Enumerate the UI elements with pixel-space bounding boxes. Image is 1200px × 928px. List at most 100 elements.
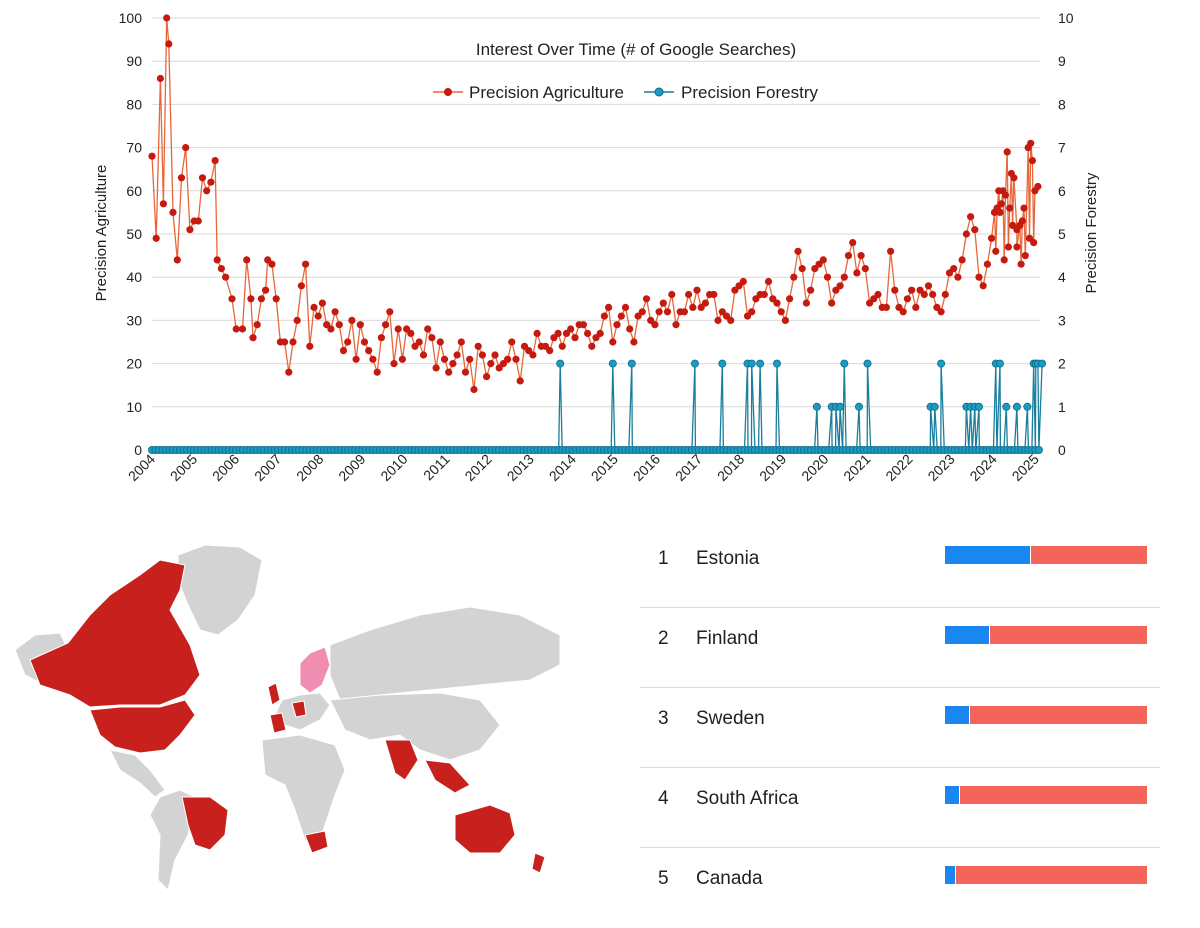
- agriculture-point: [491, 351, 499, 359]
- agriculture-point: [874, 290, 882, 299]
- x-tick-label: 2015: [588, 451, 621, 484]
- y-axis-right-label: Precision Forestry: [1083, 172, 1100, 293]
- agriculture-point: [365, 347, 373, 355]
- ranking-country: South Africa: [696, 788, 799, 809]
- agriculture-point: [339, 347, 348, 355]
- forestry-point: [937, 359, 946, 368]
- agriculture-point: [1030, 239, 1038, 247]
- agriculture-point: [844, 252, 853, 260]
- x-tick-label: 2004: [125, 451, 158, 484]
- agriculture-point: [428, 334, 436, 342]
- x-tick-label: 2018: [714, 451, 747, 484]
- y-tick-left-label: 80: [126, 96, 142, 112]
- agriculture-point: [727, 316, 735, 324]
- agriculture-point: [975, 273, 983, 281]
- ranking-share-bar: [945, 626, 1147, 644]
- agriculture-point: [857, 252, 865, 260]
- agriculture-point: [929, 290, 937, 299]
- forestry-point: [1038, 359, 1047, 368]
- agriculture-share-segment: [970, 706, 1147, 724]
- x-tick-label: 2016: [630, 451, 663, 484]
- agriculture-point: [348, 316, 356, 324]
- row-divider: [640, 607, 1160, 608]
- agriculture-point: [748, 308, 756, 316]
- agriculture-point: [638, 308, 646, 316]
- y-tick-left-label: 10: [126, 399, 142, 415]
- map-region-africa: [261, 734, 346, 846]
- y-axis-left-ticks: 0 10 20 30 40 50 60 70 80 90 100: [119, 10, 143, 458]
- agriculture-point: [302, 260, 310, 268]
- y-tick-left-label: 100: [119, 10, 143, 26]
- agriculture-point: [971, 226, 979, 234]
- agriculture-point: [483, 373, 491, 381]
- agriculture-point: [344, 338, 352, 346]
- x-tick-label: 2007: [251, 451, 284, 484]
- agriculture-point: [979, 282, 987, 290]
- agriculture-point: [997, 200, 1005, 208]
- agriculture-point: [377, 334, 385, 342]
- agriculture-point: [626, 325, 634, 333]
- agriculture-point: [407, 329, 415, 337]
- series-precision-agriculture: [148, 14, 1042, 394]
- agriculture-point: [1000, 256, 1008, 264]
- agriculture-point: [356, 321, 364, 329]
- y-tick-right-label: 0: [1058, 442, 1066, 458]
- agriculture-point: [967, 213, 975, 221]
- map-region-greenland: [177, 544, 263, 636]
- ranking-number: 5: [658, 868, 669, 889]
- ranking-number: 2: [658, 628, 669, 649]
- agriculture-point: [419, 351, 428, 359]
- ranking-row[interactable]: 4 South Africa: [640, 768, 1160, 848]
- x-tick-label: 2014: [546, 451, 579, 484]
- agriculture-point: [249, 334, 257, 342]
- y-tick-right-label: 8: [1058, 96, 1066, 112]
- agriculture-point: [655, 308, 663, 316]
- map-region-canada: [29, 559, 201, 708]
- agriculture-point: [182, 144, 190, 152]
- y-tick-left-label: 90: [126, 53, 142, 69]
- ranking-row[interactable]: 1 Estonia: [640, 528, 1160, 608]
- agriculture-point: [849, 239, 857, 247]
- agriculture-point: [950, 265, 958, 273]
- agriculture-point: [390, 360, 398, 368]
- ranking-row[interactable]: 2 Finland: [640, 608, 1160, 688]
- ranking-row[interactable]: 3 Sweden: [640, 688, 1160, 768]
- agriculture-point: [314, 312, 322, 320]
- agriculture-point: [1001, 191, 1010, 199]
- agriculture-point: [163, 14, 171, 22]
- agriculture-point: [600, 312, 609, 320]
- forestry-point: [975, 402, 984, 411]
- agriculture-point: [257, 295, 265, 303]
- agriculture-point: [457, 338, 465, 346]
- agriculture-point: [173, 256, 181, 264]
- agriculture-point: [508, 338, 516, 346]
- y-tick-left-label: 70: [126, 140, 142, 156]
- agriculture-point: [281, 338, 289, 346]
- forestry-point: [1034, 445, 1043, 454]
- agriculture-point: [360, 338, 369, 346]
- agriculture-point: [962, 230, 971, 238]
- agriculture-point: [912, 303, 920, 311]
- x-tick-label: 2012: [461, 451, 494, 484]
- agriculture-point: [1003, 148, 1011, 156]
- agriculture-point: [289, 338, 297, 346]
- agriculture-point: [903, 295, 912, 303]
- agriculture-point: [617, 312, 625, 320]
- agriculture-share-segment: [990, 626, 1147, 644]
- forestry-point: [747, 359, 756, 368]
- forestry-point: [627, 359, 636, 368]
- agriculture-point: [567, 325, 575, 333]
- ranking-row[interactable]: 5 Canada: [640, 848, 1160, 928]
- agriculture-point: [693, 286, 701, 294]
- agriculture-point: [533, 329, 541, 337]
- ranking-country: Canada: [696, 868, 763, 889]
- forestry-share-segment: [945, 626, 989, 644]
- agriculture-point: [186, 226, 194, 234]
- legend-forestry: Precision Forestry: [681, 83, 818, 102]
- y-tick-left-label: 0: [134, 442, 142, 458]
- agriculture-point: [1028, 157, 1036, 165]
- agriculture-point: [293, 316, 301, 324]
- x-tick-label: 2021: [840, 451, 873, 484]
- y-tick-right-label: 1: [1058, 399, 1066, 415]
- legend-marker-agriculture: [444, 88, 452, 96]
